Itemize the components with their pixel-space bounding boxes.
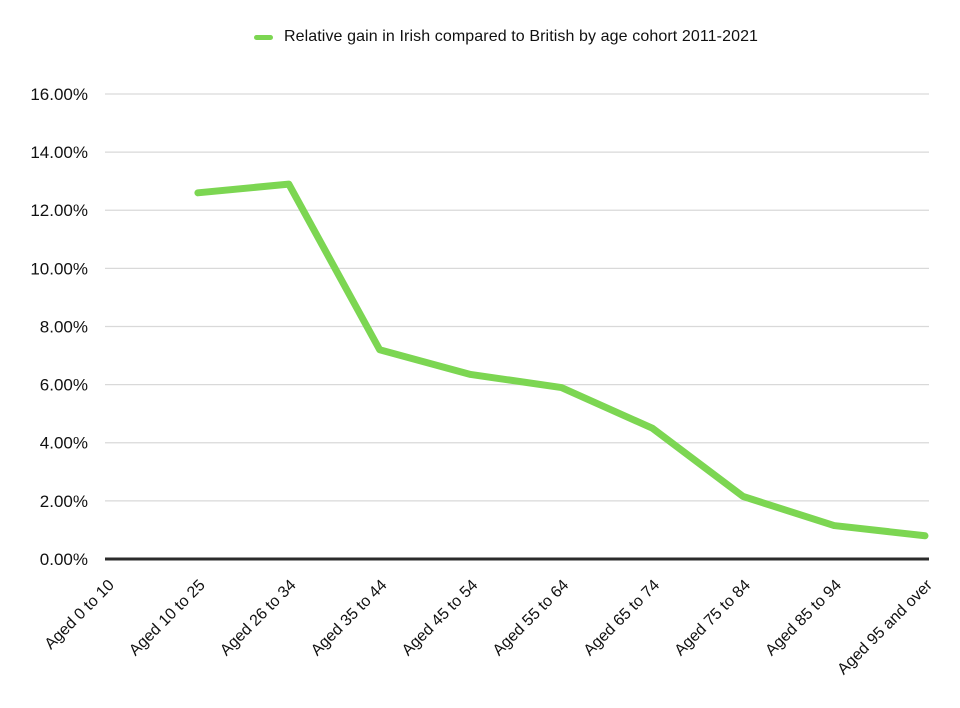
y-axis-tick-label: 4.00% xyxy=(40,434,88,453)
x-axis-tick-label: Aged 45 to 54 xyxy=(399,577,482,660)
x-axis-tick-label: Aged 75 to 84 xyxy=(672,577,755,660)
chart-legend: Relative gain in Irish compared to Briti… xyxy=(26,28,960,46)
y-axis-tick-label: 16.00% xyxy=(30,85,88,104)
x-axis-tick-label: Aged 10 to 25 xyxy=(126,577,209,660)
x-axis-tick-label: Aged 85 to 94 xyxy=(762,577,845,660)
y-axis-tick-label: 2.00% xyxy=(40,492,88,511)
y-axis-tick-label: 12.00% xyxy=(30,201,88,220)
legend-line-marker xyxy=(253,34,273,40)
x-axis-tick-label: Aged 95 and over xyxy=(834,576,936,678)
x-axis-tick-label: Aged 55 to 64 xyxy=(490,577,573,660)
y-axis-tick-label: 8.00% xyxy=(40,317,88,336)
y-axis-tick-label: 10.00% xyxy=(30,259,88,278)
y-axis-tick-label: 6.00% xyxy=(40,376,88,395)
legend-label: Relative gain in Irish compared to Briti… xyxy=(283,28,759,45)
data-series-line xyxy=(194,180,929,540)
x-axis-tick-label: Aged 35 to 44 xyxy=(308,577,391,660)
x-axis-tick-label: Aged 0 to 10 xyxy=(42,577,118,653)
x-axis-tick-label: Aged 65 to 74 xyxy=(581,577,664,660)
x-axis-tick-label: Aged 26 to 34 xyxy=(217,577,300,660)
y-axis-tick-label: 14.00% xyxy=(30,143,88,162)
y-axis-tick-label: 0.00% xyxy=(40,550,88,569)
